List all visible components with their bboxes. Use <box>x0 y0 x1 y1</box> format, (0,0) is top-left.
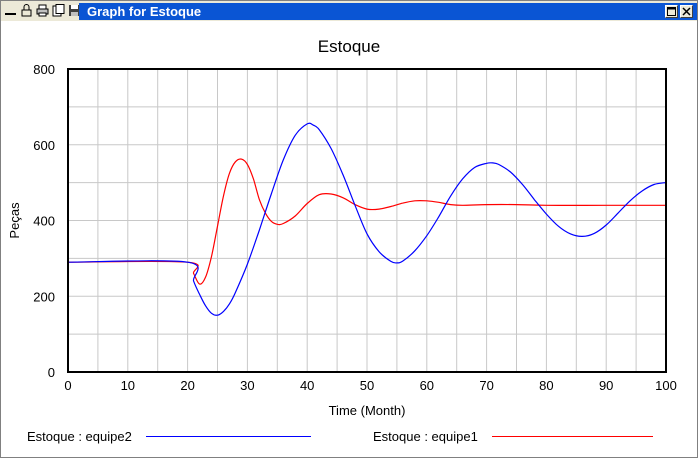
y-tick-label: 200 <box>33 289 55 304</box>
legend-item-equipe1: Estoque : equipe1 <box>373 428 653 444</box>
x-tick-label: 90 <box>599 378 613 393</box>
chart: Estoque 0 10 20 30 40 50 60 70 80 90 100 0 200 400 600… <box>7 37 677 418</box>
x-tick-label: 80 <box>539 378 553 393</box>
y-tick-label: 0 <box>48 365 55 380</box>
x-tick-label: 30 <box>240 378 254 393</box>
x-tick-label: 20 <box>180 378 194 393</box>
grid <box>67 68 667 373</box>
toolbar <box>3 3 82 19</box>
legend-item-equipe2: Estoque : equipe2 <box>27 428 311 444</box>
legend-label-equipe1: Estoque : equipe1 <box>373 428 478 444</box>
y-axis-label: Peças <box>7 202 22 239</box>
series-layer <box>67 122 667 316</box>
legend-swatch-equipe2 <box>145 435 311 437</box>
x-tick-label: 60 <box>420 378 434 393</box>
x-tick-label: 100 <box>655 378 677 393</box>
legend-label-equipe2: Estoque : equipe2 <box>27 428 132 444</box>
save-icon[interactable] <box>67 3 82 18</box>
x-axis-label: Time (Month) <box>329 403 406 418</box>
print-icon[interactable] <box>35 3 50 18</box>
y-tick-label: 800 <box>33 62 55 77</box>
title-band: Graph for Estoque <box>79 3 697 20</box>
restore-button[interactable] <box>665 5 678 18</box>
x-tick-label: 50 <box>360 378 374 393</box>
tick-labels: 0 10 20 30 40 50 60 70 80 90 100 0 200 400 600 800 <box>33 62 677 393</box>
lock-icon[interactable] <box>19 3 34 18</box>
x-tick-label: 0 <box>64 378 71 393</box>
x-tick-label: 10 <box>121 378 135 393</box>
close-button[interactable] <box>680 5 693 18</box>
plot-frame <box>67 68 667 373</box>
copy-icon[interactable] <box>51 3 66 18</box>
series-line-equipe2 <box>67 122 667 316</box>
close-icon <box>682 7 691 16</box>
y-tick-label: 400 <box>33 214 55 229</box>
window-title: Graph for Estoque <box>87 4 202 19</box>
minimize-icon[interactable] <box>3 3 18 18</box>
title-bar: Graph for Estoque <box>1 1 697 21</box>
x-tick-label: 70 <box>479 378 493 393</box>
series-line-equipe1 <box>67 158 666 285</box>
y-tick-label: 600 <box>33 138 55 153</box>
restore-icon <box>667 7 676 16</box>
chart-title: Estoque <box>318 37 380 56</box>
x-tick-label: 40 <box>300 378 314 393</box>
legend-swatch-equipe1 <box>491 435 653 437</box>
